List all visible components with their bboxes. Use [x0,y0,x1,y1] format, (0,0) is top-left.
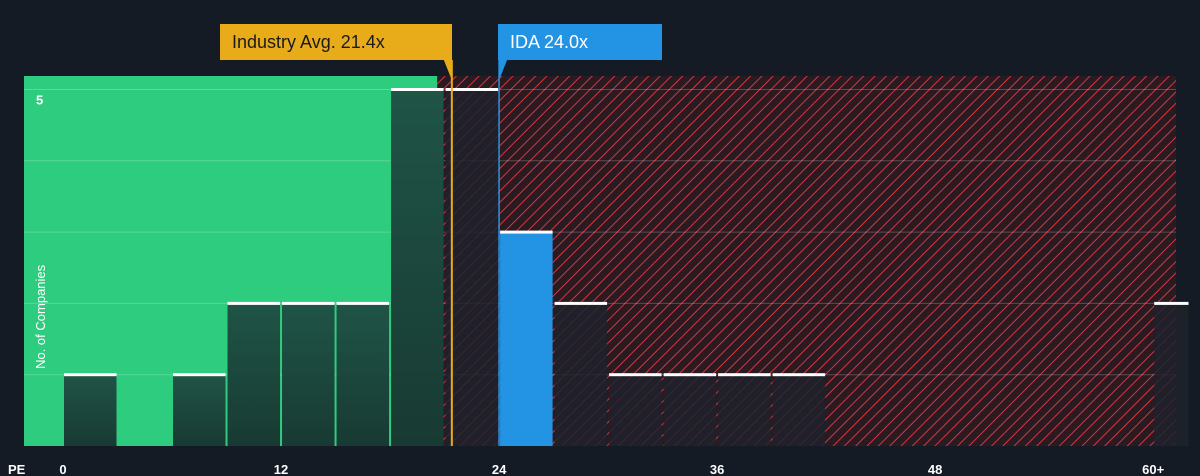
histogram-bar-top [772,373,826,377]
histogram-bar-top [609,373,662,377]
histogram-bar [718,374,771,446]
company-pe-callout: IDA 24.0x [498,24,662,60]
histogram-bar-top [173,373,226,377]
histogram-bar [391,89,444,446]
industry-average-callout: Industry Avg. 21.4x [220,24,452,60]
histogram-bar [609,374,662,446]
histogram-bar-top [282,301,335,305]
histogram-bar-top [663,373,717,377]
histogram-bar [554,303,608,446]
histogram-bar-top [718,373,771,377]
histogram-bar [336,303,390,446]
y-axis-label: No. of Companies [33,264,48,369]
company-callout-pointer [499,60,508,80]
x-tick-label: 24 [492,462,507,476]
histogram-bar [772,374,826,446]
industry-callout-pointer [443,60,452,80]
histogram-bar-top [445,88,499,91]
histogram-bar-top [1154,301,1189,305]
x-tick-label: 48 [928,462,942,476]
histogram-bar-top [336,301,390,305]
histogram-bar [227,303,281,446]
histogram-bar-top [391,88,444,91]
x-tick-label: 0 [59,462,66,476]
histogram-bar [500,232,553,446]
axes: PE 0 12 24 36 48 60+ 5 No. of Companies [8,93,1165,476]
marker-lines [443,60,508,446]
histogram-bar [1154,303,1189,446]
histogram-bar [64,374,117,446]
histogram-bar [445,89,499,446]
histogram-bars [64,88,1189,446]
histogram-bar-top [64,373,117,377]
histogram-bar-top [227,301,281,305]
x-tick-label: 12 [274,462,288,476]
x-axis-label: PE [8,462,26,476]
histogram-bar-top [500,230,553,234]
histogram-bar [282,303,335,446]
y-tick-label: 5 [36,93,43,108]
x-tick-label: 36 [710,462,724,476]
histogram-bar [663,374,717,446]
histogram-bar-top [554,301,608,305]
x-tick-label: 60+ [1142,462,1164,476]
histogram-bar [173,374,226,446]
